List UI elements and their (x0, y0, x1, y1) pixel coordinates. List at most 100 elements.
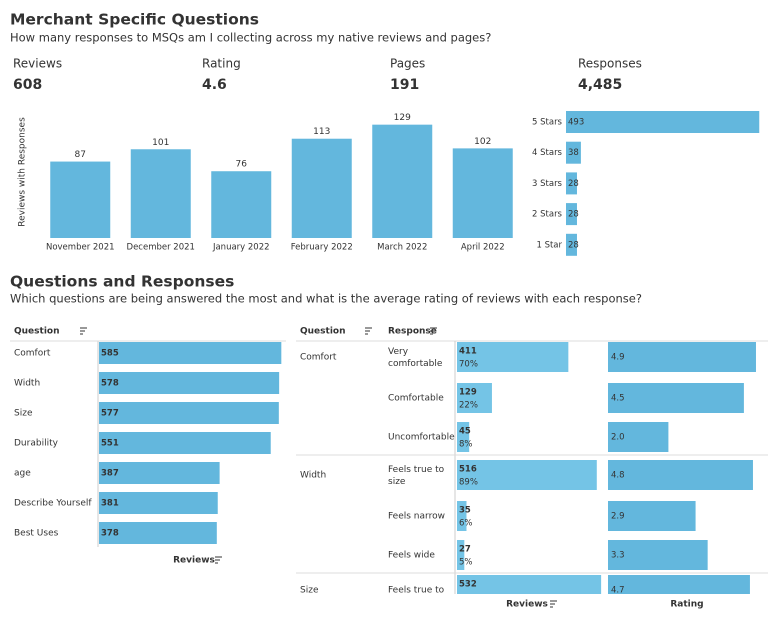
row-label: Width (14, 379, 40, 389)
y-tick-label: 2 Stars (532, 210, 563, 220)
bar (50, 161, 111, 238)
response-label: Feels true to (388, 586, 445, 596)
sort-icon[interactable] (80, 327, 557, 608)
bar (99, 432, 271, 454)
bar (566, 141, 581, 164)
bar (99, 342, 282, 364)
y-tick-label: 5 Stars (532, 118, 563, 128)
data-label: 578 (101, 379, 119, 389)
share-label: 70% (459, 360, 478, 370)
bar (566, 172, 577, 195)
row-label: Durability (14, 439, 59, 449)
y-tick-label: 3 Stars (532, 179, 563, 189)
x-axis-label: Reviews (173, 556, 215, 566)
data-label: 102 (474, 137, 491, 147)
row-label: Describe Yourself (14, 499, 92, 509)
column-header: Question (300, 327, 346, 337)
bar (99, 372, 280, 394)
x-tick-label: January 2022 (212, 243, 270, 253)
data-label: 551 (101, 439, 119, 449)
share-label: 6% (459, 519, 473, 529)
data-label: 27 (459, 545, 471, 555)
bar (457, 575, 602, 594)
bar (99, 522, 217, 544)
x-axis-label: Reviews (506, 600, 548, 610)
row-label: Best Uses (14, 529, 59, 539)
row-label: Size (300, 586, 319, 596)
data-label: 493 (568, 118, 584, 128)
kpi-label: Responses (578, 57, 642, 71)
data-label: 585 (101, 349, 119, 359)
response-label: Feels wide (388, 551, 435, 561)
column-header: Question (14, 327, 60, 337)
row-label: Size (14, 409, 33, 419)
bar (608, 342, 756, 372)
bar (608, 540, 708, 570)
data-label: 378 (101, 529, 119, 539)
y-tick-label: 4 Stars (532, 148, 563, 158)
response-label: Feels true to size (388, 465, 447, 487)
data-label: 129 (459, 388, 477, 398)
data-label: 101 (152, 138, 169, 148)
bar (457, 422, 470, 452)
data-label: 45 (459, 427, 471, 437)
share-label: 8% (459, 440, 473, 450)
bar (211, 171, 272, 238)
data-label: 4.5 (611, 394, 625, 404)
kpi-value: 608 (13, 77, 42, 93)
x-tick-label: November 2021 (46, 243, 115, 253)
section-title: Merchant Specific Questions (10, 11, 259, 29)
x-tick-label: February 2022 (291, 243, 353, 253)
data-label: 87 (75, 150, 86, 160)
share-label: 22% (459, 401, 478, 411)
column-header: Response (388, 327, 437, 337)
bar (566, 111, 760, 133)
share-label: 89% (459, 478, 478, 488)
bar (608, 383, 744, 413)
data-label: 4.8 (611, 471, 625, 481)
bar (457, 460, 597, 490)
section-title: Questions and Responses (10, 273, 234, 291)
x-tick-label: March 2022 (377, 243, 427, 253)
data-label: 76 (236, 160, 248, 170)
kpi-value: 4,485 (578, 77, 622, 93)
kpi-label: Pages (390, 57, 425, 71)
row-label: Width (300, 471, 326, 481)
data-label: 2.0 (611, 433, 625, 443)
bar (99, 402, 279, 424)
data-label: 28 (568, 179, 579, 189)
data-label: 28 (568, 240, 579, 250)
bar (457, 383, 492, 413)
data-label: 113 (313, 127, 330, 137)
share-label: 5% (459, 558, 473, 568)
section-subtitle: How many responses to MSQs am I collecti… (10, 31, 491, 45)
data-label: 129 (394, 113, 411, 123)
data-label: 38 (568, 148, 579, 158)
kpi-label: Rating (202, 57, 241, 71)
x-tick-label: December 2021 (127, 243, 195, 253)
bar (130, 149, 191, 238)
response-table: Comfort Very comfortable 411 70% 4.9 Comforta… (300, 342, 756, 596)
y-tick-label: 1 Star (536, 240, 562, 250)
bar (291, 138, 352, 238)
data-label: 4.7 (611, 586, 625, 596)
response-label: Feels narrow (388, 512, 445, 522)
bar (452, 148, 513, 238)
data-label: 577 (101, 409, 119, 419)
response-label: Comfortable (388, 394, 444, 404)
bar (99, 492, 218, 514)
data-label: 3.3 (611, 551, 625, 561)
response-label: Uncomfortable (388, 433, 455, 443)
bar (457, 540, 465, 570)
data-label: 4.9 (611, 353, 625, 363)
y-axis-label: Reviews with Responses (18, 117, 28, 227)
data-label: 381 (101, 499, 119, 509)
data-label: 516 (459, 465, 477, 475)
data-label: 28 (568, 210, 579, 220)
bar (457, 342, 569, 372)
bar (99, 462, 220, 484)
bar (566, 203, 577, 226)
bar (566, 233, 577, 256)
